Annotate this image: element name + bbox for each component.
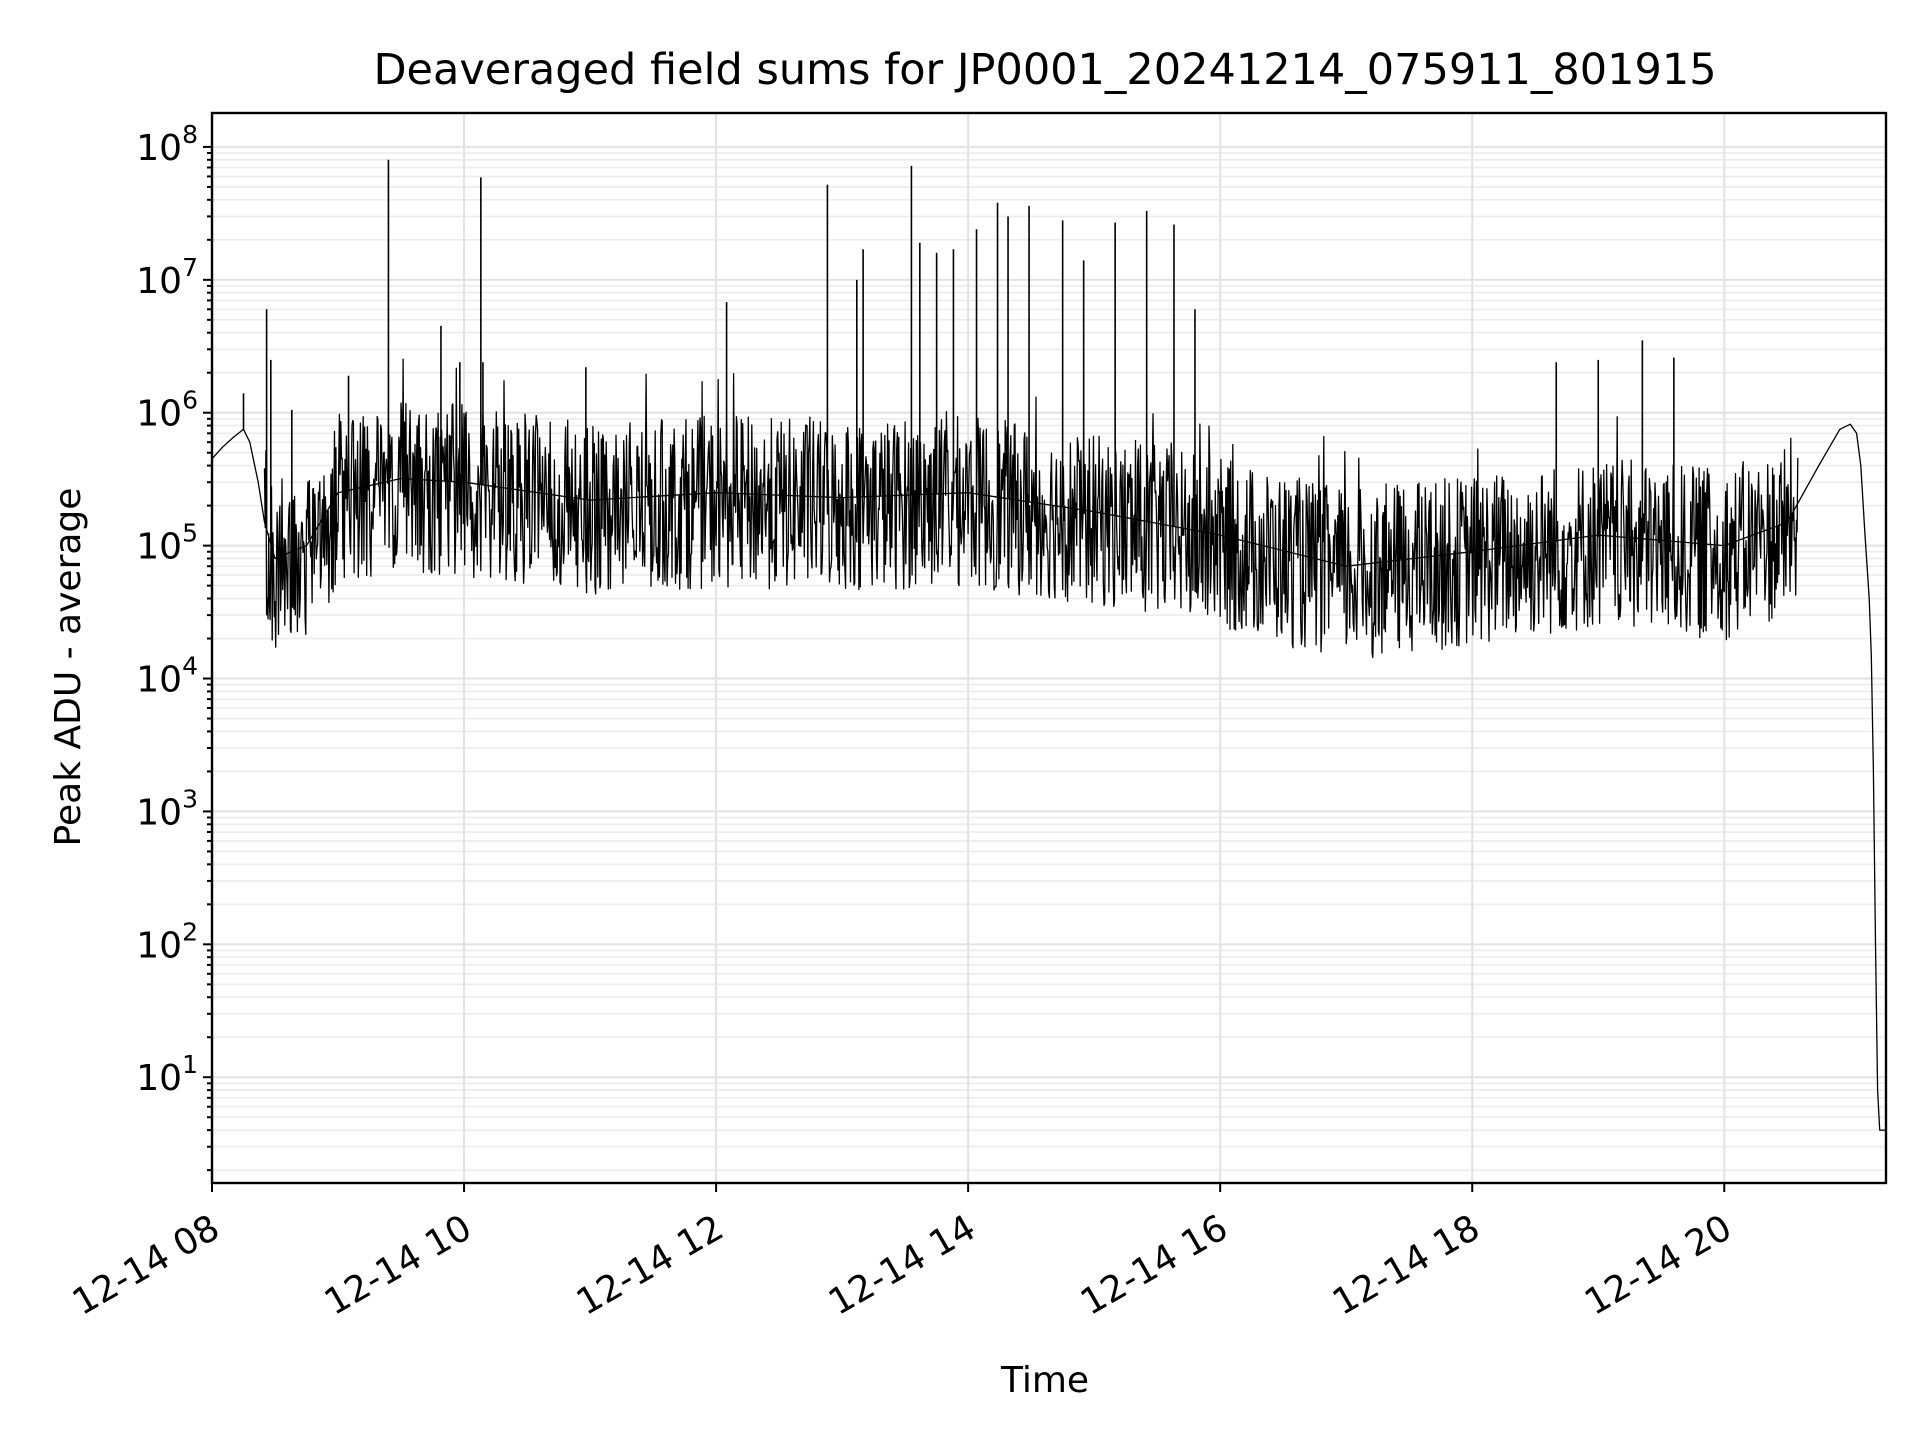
y-tick-label: 106 [136, 386, 198, 435]
grid [211, 113, 1886, 1183]
x-axis-label: Time [1000, 1360, 1089, 1401]
plot-data [211, 159, 1886, 1131]
series-noise [263, 358, 1799, 659]
y-tick-label: 108 [136, 120, 198, 169]
y-axis-label: Peak ADU - average [48, 488, 89, 847]
chart-title: Deaveraged field sums for JP0001_2024121… [373, 45, 1716, 95]
y-tick-label: 107 [136, 253, 198, 302]
y-tick-label: 103 [136, 784, 198, 833]
y-tick-label: 102 [136, 917, 198, 966]
plot-frame [210, 111, 1888, 1185]
y-tick-label: 104 [136, 652, 198, 701]
y-tick-label: 105 [136, 519, 198, 568]
y-tick-label: 101 [136, 1050, 198, 1099]
